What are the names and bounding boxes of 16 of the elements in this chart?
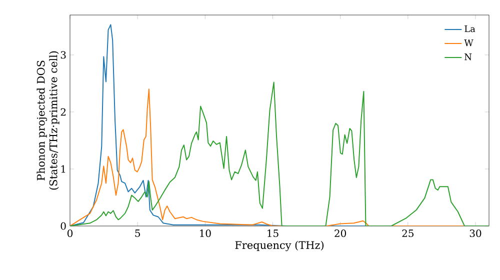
x-tick-label: 30 [470,230,482,238]
x-tick-label: 5 [135,230,140,237]
x-tick-label: 20 [334,230,346,238]
y-tick-label: 3 [60,51,66,59]
x-tick-label: 10 [200,230,211,238]
legend-label: N [464,54,472,60]
x-tick-label: 25 [402,230,414,238]
y-tick-label: 2 [60,108,66,116]
y-axis-title: Phonon projected DOS (States/THz·primitive cell) [36,51,60,190]
legend-label: La [464,26,476,32]
x-tick-label: 15 [268,230,278,238]
x-axis-title: Frequency (THz) [235,240,324,252]
y-tick-label: 0 [60,222,66,230]
x-tick-label: 0 [67,230,73,238]
y-tick-label: 1 [61,165,66,173]
legend-label: W [464,40,474,46]
